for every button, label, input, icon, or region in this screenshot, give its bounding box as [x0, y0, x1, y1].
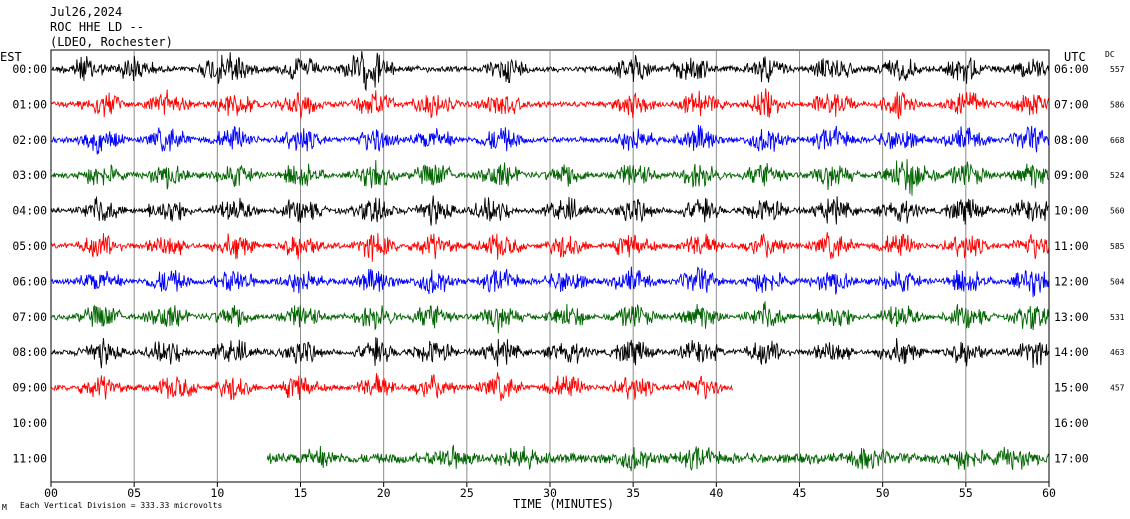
- utc-hour-label: 15:00: [1054, 381, 1089, 395]
- est-hour-label: 08:00: [12, 345, 47, 359]
- est-hour-label: 09:00: [12, 381, 47, 395]
- utc-hour-label: 16:00: [1054, 416, 1089, 430]
- utc-hour-label: 10:00: [1054, 204, 1089, 218]
- dc-offset-label: 586: [1110, 100, 1125, 109]
- utc-hour-label: 11:00: [1054, 239, 1089, 253]
- x-tick-label: 40: [709, 486, 723, 500]
- utc-hour-label: 17:00: [1054, 451, 1089, 465]
- trace-line: [50, 337, 1049, 369]
- est-hour-label: 10:00: [12, 416, 47, 430]
- est-hour-label: 07:00: [12, 310, 47, 324]
- est-hour-label: 06:00: [12, 274, 47, 288]
- x-tick-label: 50: [876, 486, 890, 500]
- x-tick-label: 35: [626, 486, 640, 500]
- network-name: (LDEO, Rochester): [50, 35, 173, 49]
- x-tick-label: 25: [460, 486, 474, 500]
- utc-hour-label: 06:00: [1054, 62, 1089, 76]
- utc-hour-label: 13:00: [1054, 310, 1089, 324]
- trace-line: [50, 372, 734, 401]
- x-tick-label: 00: [44, 486, 58, 500]
- x-tick-label: 55: [959, 486, 973, 500]
- trace-line: [50, 88, 1049, 120]
- x-tick-label: 15: [294, 486, 308, 500]
- dc-offset-label: 457: [1110, 384, 1125, 393]
- est-hour-label: 01:00: [12, 97, 47, 111]
- corner-mark: M: [2, 503, 7, 512]
- dc-offset-label: 585: [1110, 242, 1125, 251]
- left-timezone-label: EST: [0, 50, 22, 64]
- utc-hour-label: 07:00: [1054, 97, 1089, 111]
- utc-hour-label: 12:00: [1054, 274, 1089, 288]
- dc-offset-label: 557: [1110, 65, 1125, 74]
- x-axis-label: TIME (MINUTES): [513, 497, 614, 511]
- x-tick-label: 45: [793, 486, 807, 500]
- est-hour-label: 11:00: [12, 451, 47, 465]
- trace-line: [266, 444, 1049, 472]
- trace-line: [50, 266, 1049, 298]
- est-hour-label: 03:00: [12, 168, 47, 182]
- x-tick-label: 60: [1042, 486, 1056, 500]
- seismic-traces: [50, 51, 1049, 472]
- station-code: ROC HHE LD --: [50, 20, 144, 34]
- est-hour-label: 05:00: [12, 239, 47, 253]
- utc-hour-label: 09:00: [1054, 168, 1089, 182]
- row-time-labels: 00:00 06:00 557 01:00 07:00 586 02:00 08:00 668 0…: [12, 62, 1124, 465]
- x-tick-label: 30: [543, 486, 557, 500]
- x-tick-label: 05: [127, 486, 141, 500]
- chart-date: Jul26,2024: [50, 5, 122, 19]
- est-hour-label: 04:00: [12, 204, 47, 218]
- trace-line: [50, 301, 1049, 334]
- trace-line: [50, 124, 1049, 155]
- dc-offset-label: 668: [1110, 136, 1125, 145]
- right-timezone-label: UTC: [1064, 50, 1086, 64]
- trace-line: [50, 159, 1049, 196]
- vertical-grid: [133, 50, 967, 482]
- dc-offset-label: 560: [1110, 207, 1125, 216]
- trace-line: [50, 51, 1049, 92]
- dc-column-header: DC: [1105, 50, 1115, 59]
- est-hour-label: 02:00: [12, 133, 47, 147]
- utc-hour-label: 14:00: [1054, 345, 1089, 359]
- dc-offset-label: 524: [1110, 171, 1125, 180]
- est-hour-label: 00:00: [12, 62, 47, 76]
- scale-note: Each Vertical Division = 333.33 microvol…: [20, 501, 222, 510]
- trace-line: [50, 195, 1049, 226]
- dc-offset-label: 463: [1110, 348, 1125, 357]
- x-tick-label: 10: [210, 486, 224, 500]
- x-axis-ticks: 00 05 10 15 20 25 30 35 40 45 50 55 60: [44, 482, 1056, 500]
- utc-hour-label: 08:00: [1054, 133, 1089, 147]
- trace-line: [50, 232, 1049, 262]
- dc-offset-label: 504: [1110, 277, 1125, 286]
- x-tick-label: 20: [377, 486, 391, 500]
- dc-offset-label: 531: [1110, 313, 1125, 322]
